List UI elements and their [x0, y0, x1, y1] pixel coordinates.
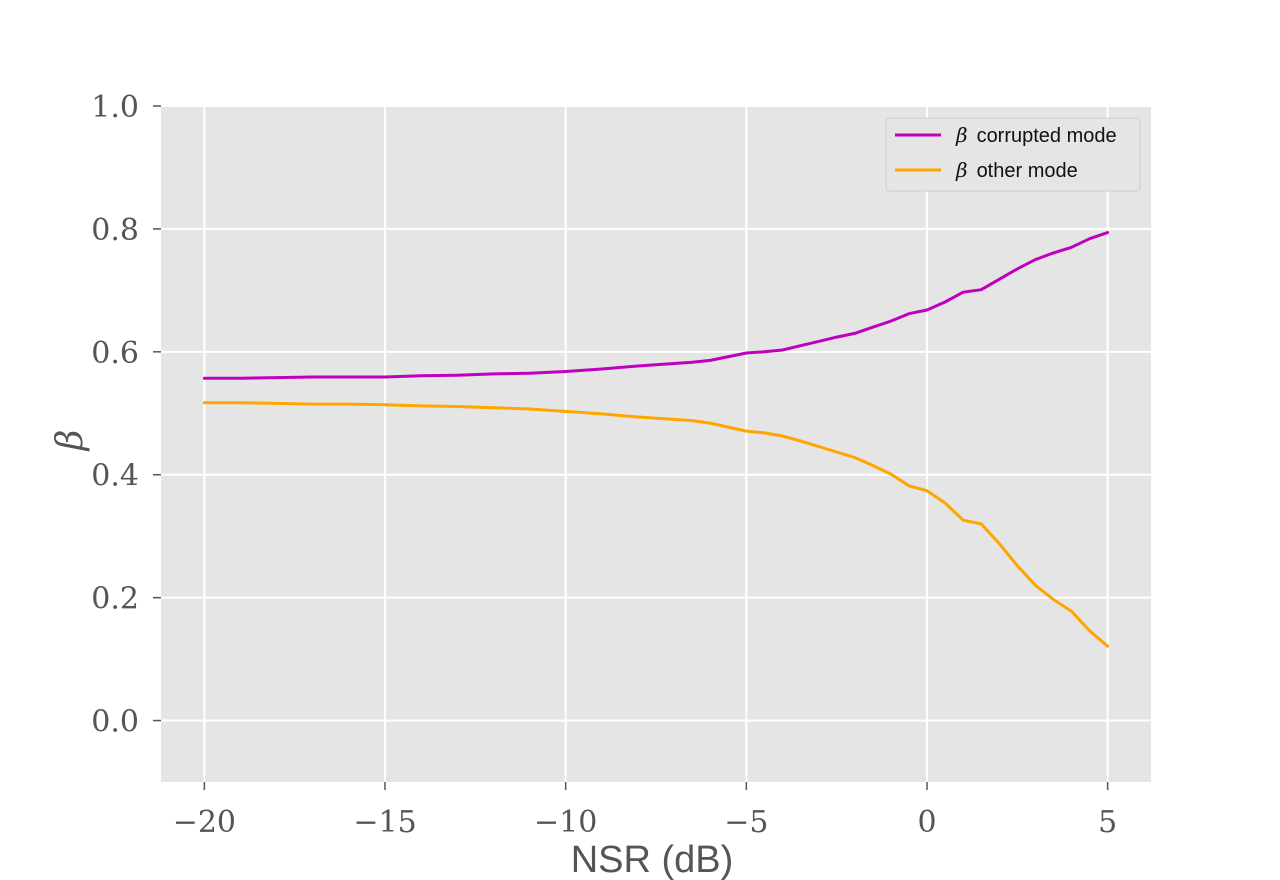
- series-line-other-mode: [202, 401, 1110, 648]
- x-tick-label: −10: [534, 805, 597, 840]
- y-tick-label: 0.6: [91, 336, 139, 371]
- series-line-corrupted-mode: [202, 231, 1110, 380]
- x-axis-title: NSR (dB): [571, 839, 734, 880]
- y-tick-label: 0.0: [91, 705, 139, 740]
- x-tick-label: −15: [353, 805, 416, 840]
- y-tick-label: 0.4: [91, 459, 139, 494]
- y-tick-label: 0.2: [91, 582, 139, 617]
- y-axis-title: β: [50, 430, 91, 453]
- x-tick-label: −20: [173, 805, 236, 840]
- x-tick-label: −5: [724, 805, 768, 840]
- y-tick-label: 0.8: [91, 213, 139, 248]
- grid-lines: [161, 105, 1151, 782]
- x-tick-label: 0: [917, 805, 936, 840]
- legend-symbol-beta: β: [955, 123, 968, 147]
- plot-background: [161, 106, 1151, 782]
- series-lines: [202, 231, 1110, 648]
- legend-symbol-beta: β: [955, 158, 968, 182]
- legend-label-corrupted-mode: β corrupted mode: [955, 123, 1117, 147]
- x-tick-label: 5: [1098, 805, 1117, 840]
- legend-box: [885, 117, 1141, 192]
- axis-ticks: −20 −15 −10 −5 0 5 0.0 0.2 0.4 0.6 0.8 1.0: [91, 90, 1117, 840]
- legend-text-other-mode: other mode: [977, 160, 1078, 182]
- y-tick-label: 1.0: [91, 90, 139, 125]
- legend-text-corrupted-mode: corrupted mode: [977, 125, 1117, 147]
- legend-label-other-mode: β other mode: [955, 158, 1078, 182]
- legend: β corrupted mode β other mode: [885, 117, 1141, 192]
